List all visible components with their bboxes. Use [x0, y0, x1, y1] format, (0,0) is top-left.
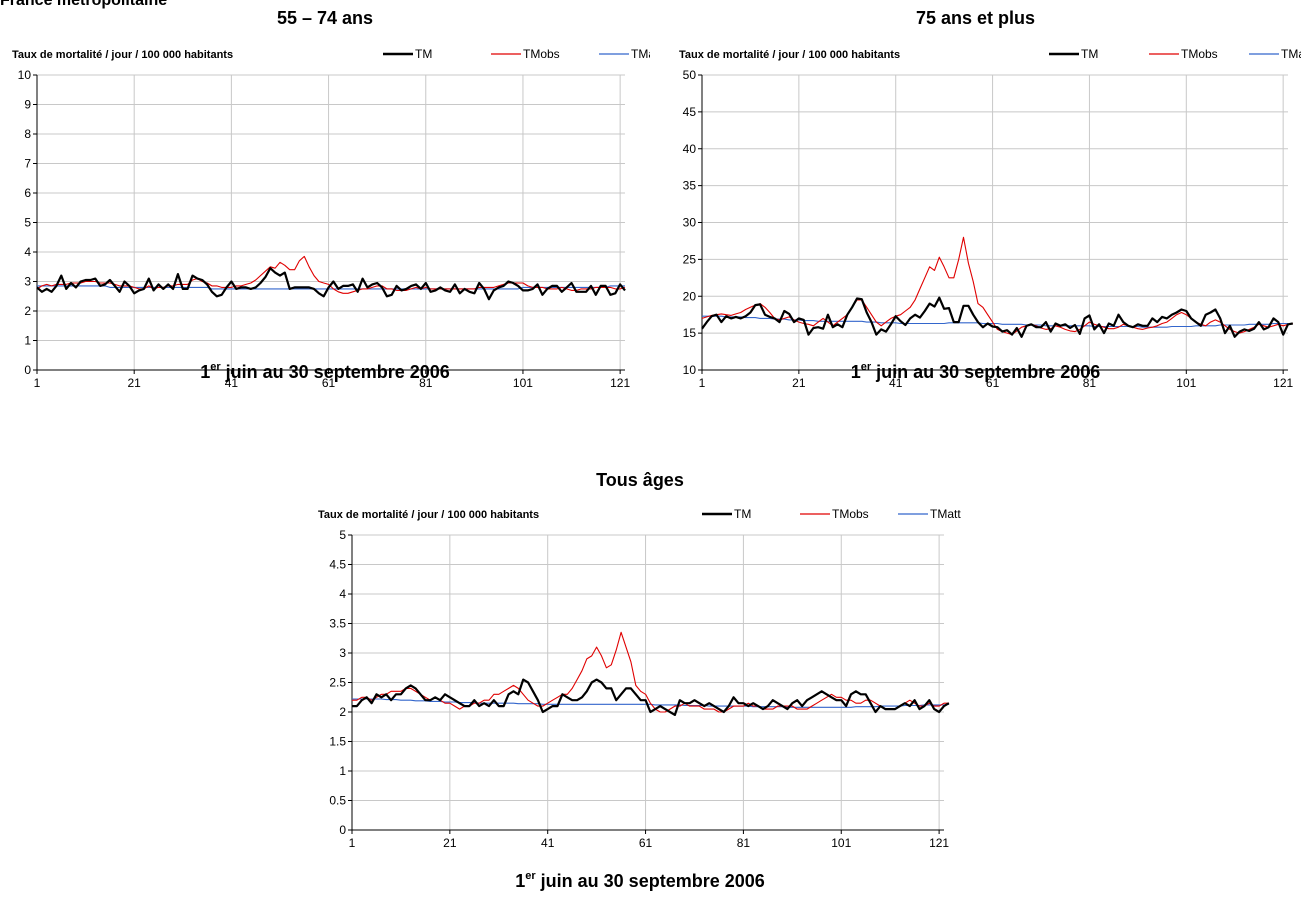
- y-tick-label: 3.5: [329, 617, 346, 631]
- y-tick-label: 5: [24, 216, 31, 230]
- x-axis-label: 1er juin au 30 septembre 2006: [200, 361, 450, 382]
- legend-label-tm: TM: [415, 47, 432, 61]
- x-tick-label: 61: [322, 376, 336, 390]
- y-tick-label: 20: [683, 289, 697, 303]
- legend-label-tmobs: TMobs: [523, 47, 560, 61]
- series-line-tmobs: [36, 255, 626, 294]
- x-tick-label: 61: [986, 376, 1000, 390]
- y-tick-label: 3: [339, 646, 346, 660]
- x-tick-label: 1: [699, 376, 706, 390]
- y-tick-label: 4: [339, 587, 346, 601]
- page-title: France métropolitaine: [0, 0, 168, 9]
- x-tick-label: 101: [831, 836, 851, 850]
- series-line-tm: [352, 678, 950, 716]
- x-tick-label: 81: [1083, 376, 1097, 390]
- y-tick-label: 5: [339, 528, 346, 542]
- chart-title: 55 – 74 ans: [276, 8, 374, 28]
- legend-label-tm: TM: [734, 507, 751, 521]
- y-tick-label: 0.5: [329, 794, 346, 808]
- y-tick-label: 4: [24, 245, 31, 259]
- series-line-tmatt: [352, 698, 949, 708]
- x-tick-label: 121: [1273, 376, 1293, 390]
- x-tick-label: 1: [34, 376, 41, 390]
- y-tick-label: 9: [24, 98, 31, 112]
- y-tick-label: 6: [24, 186, 31, 200]
- y-tick-label: 15: [683, 326, 697, 340]
- x-tick-label: 121: [929, 836, 949, 850]
- chart-title: 75 ans et plus: [915, 8, 1036, 28]
- y-tick-label: 10: [683, 363, 697, 377]
- y-tick-label: 1: [24, 334, 31, 348]
- x-tick-label: 1: [349, 836, 356, 850]
- y-tick-label: 25: [683, 252, 697, 266]
- y-axis-label: Taux de mortalité / jour / 100 000 habit…: [679, 49, 900, 61]
- y-tick-label: 7: [24, 157, 31, 171]
- legend-label-tmatt: TMatt: [930, 507, 961, 521]
- y-tick-label: 1.5: [329, 735, 346, 749]
- series-line-tmatt: [702, 315, 1288, 328]
- x-axis-label: 1er juin au 30 septembre 2006: [850, 361, 1101, 382]
- x-axis-label: 1er juin au 30 septembre 2006: [515, 870, 765, 891]
- y-tick-label: 2: [339, 705, 346, 719]
- legend-label-tm: TM: [1081, 47, 1098, 61]
- y-tick-label: 0: [339, 823, 346, 837]
- y-tick-label: 40: [683, 142, 697, 156]
- legend-label-tmobs: TMobs: [832, 507, 869, 521]
- x-tick-label: 101: [1176, 376, 1196, 390]
- y-tick-label: 10: [18, 68, 32, 82]
- x-tick-label: 81: [737, 836, 751, 850]
- chart-plot: 00.511.522.533.544.551 21 41 61 81 101 121Taux…: [318, 507, 961, 850]
- x-tick-label: 101: [513, 376, 533, 390]
- y-tick-label: 2.5: [329, 676, 346, 690]
- x-tick-label: 21: [443, 836, 457, 850]
- y-tick-label: 2: [24, 304, 31, 318]
- legend-label-tmobs: TMobs: [1181, 47, 1218, 61]
- x-tick-label: 81: [419, 376, 433, 390]
- y-axis-label: Taux de mortalité / jour / 100 000 habit…: [12, 49, 233, 61]
- series-line-tm: [701, 296, 1293, 338]
- y-tick-label: 0: [24, 363, 31, 377]
- legend-label-tmatt: TMatt: [631, 47, 650, 61]
- legend-label-tmatt: TMatt: [1281, 47, 1301, 61]
- x-tick-label: 121: [610, 376, 630, 390]
- y-tick-label: 8: [24, 127, 31, 141]
- y-tick-label: 50: [683, 68, 697, 82]
- series-line-tm: [36, 267, 626, 301]
- x-tick-label: 41: [541, 836, 555, 850]
- y-tick-label: 30: [683, 216, 697, 230]
- x-tick-label: 21: [792, 376, 806, 390]
- x-tick-label: 21: [128, 376, 142, 390]
- chart-tous-ages: Tous âges 0 0.5 1 1.5 2 2.5 3 3.5 4 4.5 5 1 21 41 61 81…: [310, 467, 970, 899]
- x-tick-label: 61: [639, 836, 653, 850]
- y-tick-label: 4.5: [329, 558, 346, 572]
- x-tick-label: 41: [889, 376, 903, 390]
- y-tick-label: 45: [683, 105, 697, 119]
- y-tick-label: 1: [339, 764, 346, 778]
- x-tick-label: 41: [225, 376, 239, 390]
- y-axis-label: Taux de mortalité / jour / 100 000 habit…: [318, 509, 539, 521]
- y-tick-label: 3: [24, 275, 31, 289]
- chart-title: Tous âges: [596, 470, 684, 490]
- chart-55-74: 55 – 74 ans 0 1 2 3 4 5 6 7 8 9 10 1 21 41 61 81 101 121 T…: [0, 6, 650, 390]
- y-tick-label: 35: [683, 179, 697, 193]
- chart-75-plus: 75 ans et plus 10 15 20 25 30 35 40 45 50 1 21 41 61…: [650, 6, 1301, 390]
